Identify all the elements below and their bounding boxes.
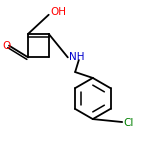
Text: O: O — [2, 41, 10, 51]
Text: Cl: Cl — [124, 118, 134, 129]
Text: OH: OH — [50, 7, 66, 17]
Text: NH: NH — [69, 52, 84, 62]
